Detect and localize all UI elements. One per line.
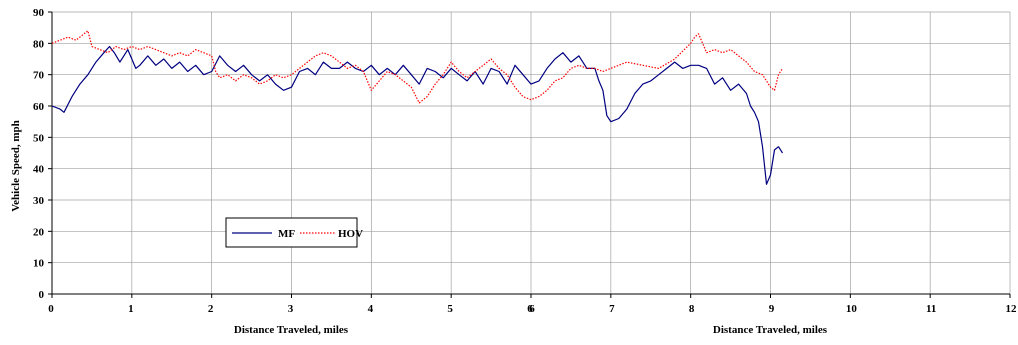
x-tick-label: 4 — [368, 303, 374, 315]
y-tick-label: 0 — [39, 289, 45, 301]
x-tick-label: 3 — [288, 303, 294, 315]
x-tick-label: 1 — [128, 303, 134, 315]
x-axis-title-left: Distance Traveled, miles — [234, 324, 349, 336]
x-tick-label: 5 — [447, 303, 453, 315]
x-tick-label: 6 — [529, 303, 535, 315]
y-tick-label: 40 — [33, 164, 45, 176]
series-mf-line — [51, 45, 784, 185]
legend: MF HOV — [225, 217, 363, 248]
x-tick-label: 9 — [769, 303, 775, 315]
x-tick-label: 0 — [48, 303, 54, 315]
x-tick-label: 11 — [926, 303, 936, 315]
y-tick-label: 10 — [33, 258, 45, 270]
y-tick-label: 60 — [33, 101, 45, 113]
y-tick-label: 90 — [33, 7, 45, 19]
x-tick-label: 8 — [689, 303, 695, 315]
x-tick-label: 10 — [846, 303, 858, 315]
axes — [48, 11, 1011, 298]
series-hov-line — [51, 30, 784, 104]
x-tick-label: 7 — [609, 303, 615, 315]
x-tick-label: 12 — [1006, 303, 1018, 315]
legend-hov-label: HOV — [338, 228, 363, 240]
y-tick-label: 30 — [33, 195, 45, 207]
y-tick-label: 70 — [33, 70, 45, 82]
y-axis-title: Vehicle Speed, mph — [10, 120, 22, 212]
x-tick-label: 6 — [527, 303, 533, 315]
y-tick-label: 80 — [33, 38, 45, 50]
y-tick-label: 50 — [33, 132, 45, 144]
x-axis-title-right: Distance Traveled, miles — [713, 324, 828, 336]
series-layer — [51, 30, 784, 185]
y-tick-label: 20 — [33, 226, 45, 238]
x-tick-label: 2 — [208, 303, 214, 315]
legend-mf-label: MF — [278, 228, 295, 240]
